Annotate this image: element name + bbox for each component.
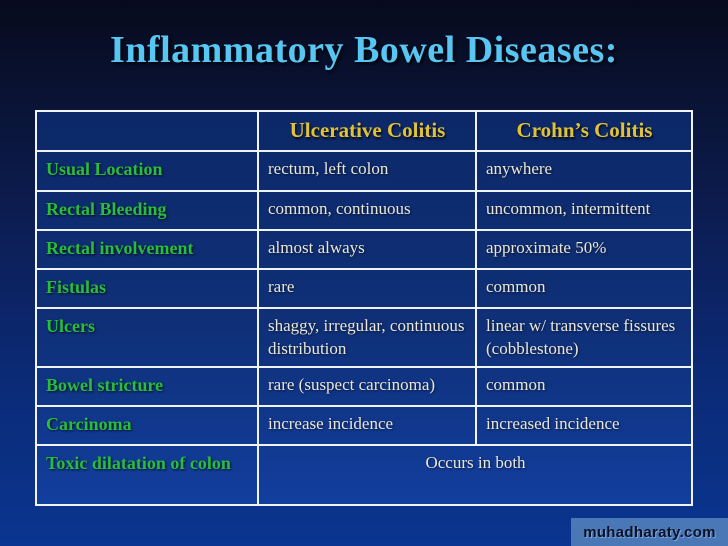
table-row-bowel-stricture: Bowel stricture rare (suspect carcinoma)… bbox=[35, 366, 693, 407]
ibd-comparison-table: Ulcerative Colitis Crohn’s Colitis Usual… bbox=[35, 110, 693, 506]
merged-value-cell: Occurs in both bbox=[257, 444, 693, 506]
column-header-crohns-colitis: Crohn’s Colitis bbox=[475, 110, 693, 152]
row-label: Rectal involvement bbox=[35, 229, 259, 270]
row-label: Ulcers bbox=[35, 307, 259, 368]
table-row-toxic-dilatation: Toxic dilatation of colon Occurs in both bbox=[35, 444, 693, 506]
table-header-row: Ulcerative Colitis Crohn’s Colitis bbox=[35, 110, 693, 152]
value-cell: increased incidence bbox=[475, 405, 693, 446]
row-label: Carcinoma bbox=[35, 405, 259, 446]
value-cell: rare bbox=[257, 268, 477, 309]
value-cell: almost always bbox=[257, 229, 477, 270]
value-cell: uncommon, intermittent bbox=[475, 190, 693, 231]
row-label: Usual Location bbox=[35, 150, 259, 192]
table-row-ulcers: Ulcers shaggy, irregular, continuous dis… bbox=[35, 307, 693, 368]
watermark-badge: muhadharaty.com bbox=[571, 518, 728, 546]
row-label: Toxic dilatation of colon bbox=[35, 444, 259, 506]
value-cell: anywhere bbox=[475, 150, 693, 192]
table-row-usual-location: Usual Location rectum, left colon anywhe… bbox=[35, 150, 693, 192]
table-row-rectal-bleeding: Rectal Bleeding common, continuous uncom… bbox=[35, 190, 693, 231]
row-label: Bowel stricture bbox=[35, 366, 259, 407]
value-cell: shaggy, irregular, continuous distributi… bbox=[257, 307, 477, 368]
table-row-rectal-involvement: Rectal involvement almost always approxi… bbox=[35, 229, 693, 270]
row-label: Fistulas bbox=[35, 268, 259, 309]
value-cell: rectum, left colon bbox=[257, 150, 477, 192]
row-label: Rectal Bleeding bbox=[35, 190, 259, 231]
value-cell: common, continuous bbox=[257, 190, 477, 231]
corner-cell bbox=[35, 110, 259, 152]
value-cell: approximate 50% bbox=[475, 229, 693, 270]
value-cell: linear w/ transverse fissures (cobblesto… bbox=[475, 307, 693, 368]
table-row-fistulas: Fistulas rare common bbox=[35, 268, 693, 309]
column-header-ulcerative-colitis: Ulcerative Colitis bbox=[257, 110, 477, 152]
slide-title: Inflammatory Bowel Diseases: bbox=[110, 29, 618, 71]
value-cell: common bbox=[475, 366, 693, 407]
value-cell: rare (suspect carcinoma) bbox=[257, 366, 477, 407]
table-row-carcinoma: Carcinoma increase incidence increased i… bbox=[35, 405, 693, 446]
value-cell: common bbox=[475, 268, 693, 309]
value-cell: increase incidence bbox=[257, 405, 477, 446]
